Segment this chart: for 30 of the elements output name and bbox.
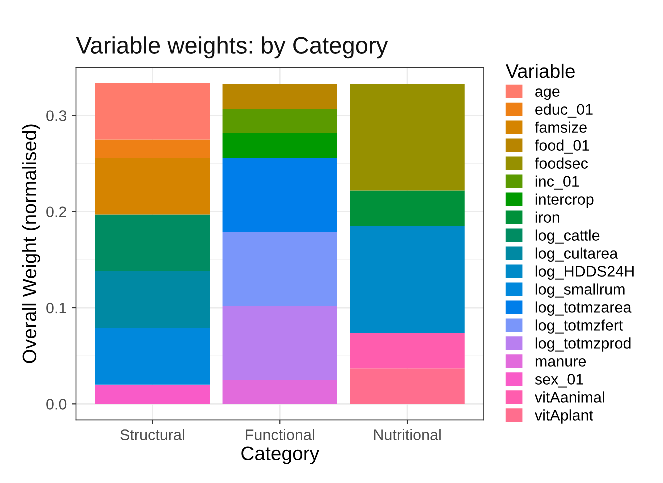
y-tick-label: 0.1	[46, 302, 66, 314]
chart-title: Variable weights: by Category	[76, 36, 388, 59]
x-tick-label: Nutritional	[374, 429, 441, 440]
legend-title: Variable	[506, 64, 575, 78]
y-tick-label: 0.2	[46, 206, 66, 218]
y-axis-title: Overall Weight (normalised)	[22, 124, 40, 364]
legend-label: inc_01	[536, 176, 580, 190]
legend-label: log_totmzprod	[536, 338, 631, 352]
legend-label: log_cultarea	[536, 248, 618, 262]
legend-label: intercrop	[536, 194, 594, 208]
x-tick-label: Functional	[246, 429, 314, 440]
legend-label: vitAplant	[534, 410, 594, 424]
legend-label: famsize	[535, 122, 587, 134]
legend-label: age	[536, 88, 560, 100]
y-tick-label: 0.0	[46, 399, 67, 410]
legend-label: log_cattle	[536, 230, 600, 244]
legend-label: vitAanimal	[534, 392, 604, 403]
legend-label: iron	[536, 212, 560, 223]
legend-label: log_totmzarea	[536, 302, 632, 316]
y-tick-label: 0.3	[46, 110, 67, 122]
legend-label: foodsec	[535, 158, 588, 170]
x-tick-label: Structural	[120, 429, 184, 440]
legend-label: sex_01	[535, 374, 584, 388]
x-axis-title: Category	[242, 446, 320, 464]
legend-label: log_totmzfert	[536, 320, 624, 334]
legend-label: educ_01	[536, 104, 593, 118]
legend-label: food_01	[535, 140, 590, 154]
legend-label: log_smallrum	[536, 284, 625, 298]
legend-label: manure	[536, 358, 586, 367]
legend-label: log_HDDS24H	[536, 266, 634, 280]
